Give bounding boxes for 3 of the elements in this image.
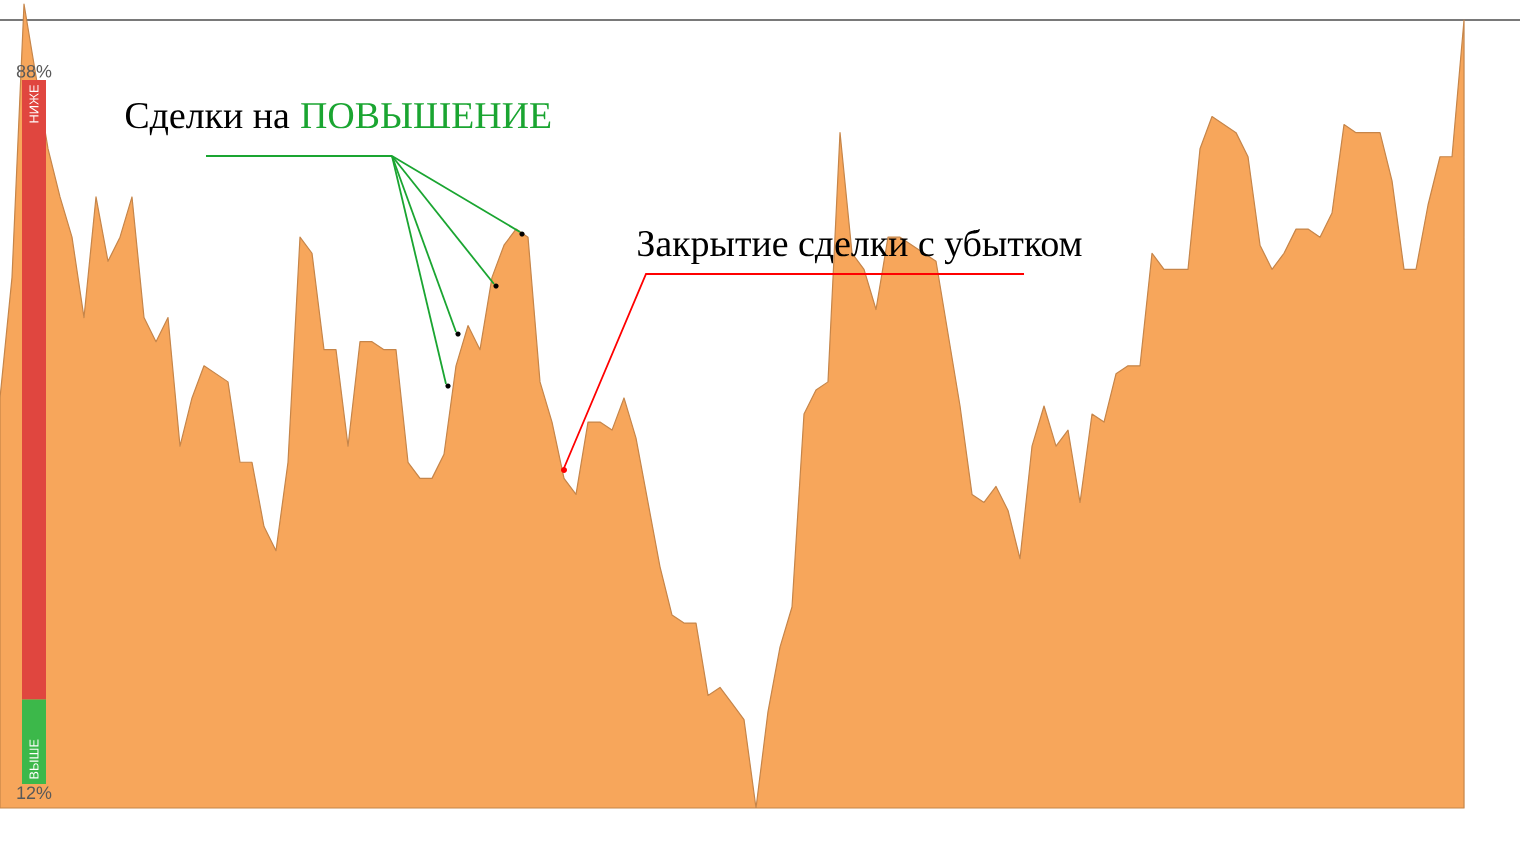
annotation: ПОВЫШЕНИЕ: [301, 102, 551, 129]
data-label: 12%: [17, 786, 52, 800]
annotation: Сделки на: [125, 102, 290, 136]
